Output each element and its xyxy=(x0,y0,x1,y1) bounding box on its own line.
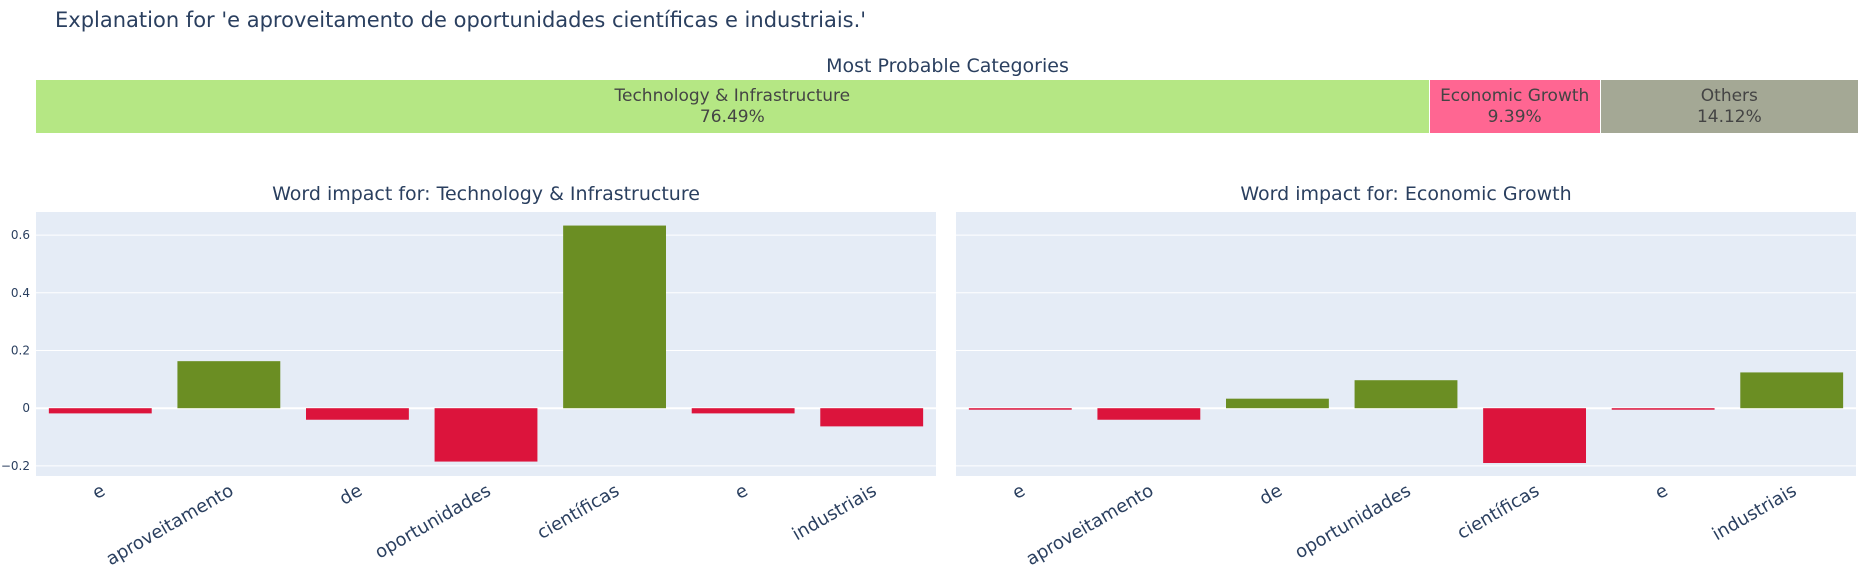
x-tick-label: científicas xyxy=(534,480,623,544)
chart-title: Word impact for: Economic Growth xyxy=(1240,183,1571,205)
bar-científicas xyxy=(1483,408,1586,464)
bar-de xyxy=(1226,398,1329,409)
x-tick-label: de xyxy=(1256,480,1286,509)
prob-segment-percent: 76.49% xyxy=(699,106,765,127)
page-title: Explanation for 'e aproveitamento de opo… xyxy=(55,8,867,32)
y-tick-label: −0.2 xyxy=(1,459,30,473)
x-tick-label: oportunidades xyxy=(371,480,494,563)
x-tick-label: e xyxy=(732,480,752,504)
x-tick-label: e xyxy=(1652,480,1672,504)
x-tick-label: aproveitamento xyxy=(103,480,238,570)
prob-segment-label: Others xyxy=(1700,85,1758,106)
prob-segment-percent: 14.12% xyxy=(1696,106,1762,127)
x-tick-label: aproveitamento xyxy=(1023,480,1158,570)
bar-e xyxy=(968,408,1072,410)
x-tick-label: de xyxy=(336,480,366,509)
chart-title: Word impact for: Technology & Infrastruc… xyxy=(272,183,700,205)
bar-científicas xyxy=(563,225,666,409)
x-tick-label: e xyxy=(89,480,109,504)
bar-e xyxy=(48,408,152,414)
bar-industriais xyxy=(1740,372,1844,409)
prob-segment-label: Technology & Infrastructure xyxy=(614,85,851,106)
bar-e xyxy=(691,408,795,414)
probabilities-title: Most Probable Categories xyxy=(826,55,1069,77)
x-tick-label: industriais xyxy=(1709,480,1800,545)
x-tick-label: científicas xyxy=(1454,480,1543,544)
x-tick-label: oportunidades xyxy=(1291,480,1414,563)
prob-segment-economic-growth[interactable]: Economic Growth 9.39% xyxy=(1429,80,1601,133)
bar-aproveitamento xyxy=(177,361,281,409)
prob-segment-label: Economic Growth xyxy=(1440,85,1590,106)
bar-oportunidades xyxy=(1354,380,1458,409)
x-tick-label: industriais xyxy=(789,480,880,545)
prob-segment-percent: 9.39% xyxy=(1487,106,1542,127)
plot-area xyxy=(956,212,1856,476)
bar-aproveitamento xyxy=(1097,408,1201,420)
bar-oportunidades xyxy=(434,408,538,462)
bar-de xyxy=(306,408,409,420)
prob-segment-others[interactable]: Others 14.12% xyxy=(1600,80,1858,133)
y-tick-label: 0.6 xyxy=(11,228,30,242)
bar-e xyxy=(1611,408,1715,410)
y-tick-label: 0.4 xyxy=(11,286,30,300)
probability-bar: Technology & Infrastructure 76.49% Econo… xyxy=(36,80,1858,133)
x-tick-label: e xyxy=(1009,480,1029,504)
bar-industriais xyxy=(820,408,924,427)
y-tick-label: 0.2 xyxy=(11,343,30,357)
y-tick-label: 0 xyxy=(22,401,30,415)
prob-segment-technology[interactable]: Technology & Infrastructure 76.49% xyxy=(36,80,1430,133)
